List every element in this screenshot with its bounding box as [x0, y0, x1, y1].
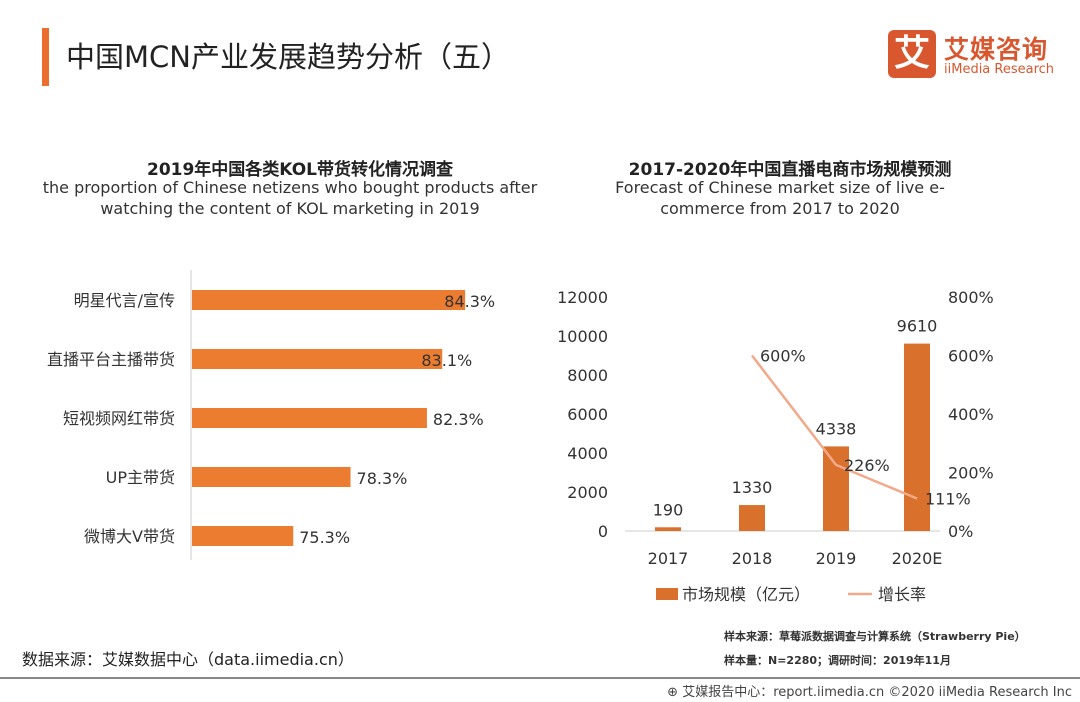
- legend-bar-label: 市场规模（亿元）: [682, 585, 810, 604]
- bar: [823, 446, 849, 531]
- right-tick: 200%: [948, 464, 994, 483]
- right-tick: 0%: [948, 522, 973, 541]
- line-label: 600%: [760, 347, 806, 366]
- bar-label: 190: [653, 500, 684, 519]
- x-tick: 2018: [732, 549, 773, 568]
- bar: [655, 527, 681, 531]
- bar: [192, 290, 466, 310]
- data-label: 82.3%: [433, 410, 484, 429]
- legend-line-label: 增长率: [878, 585, 926, 604]
- footer-divider: [0, 677, 1080, 679]
- sample-size: 样本量：N=2280；调研时间：2019年11月: [724, 654, 951, 667]
- kol-bar-chart: 明星代言/宣传 84.3% 直播平台主播带货 83.1% 短视频网红带货 82.3% UP主…: [47, 270, 495, 560]
- copyright-text: 艾媒报告中心：report.iimedia.cn ©2020 iiMedia R…: [682, 685, 1072, 700]
- bar-label: 9610: [897, 317, 938, 336]
- data-label: 78.3%: [357, 469, 408, 488]
- legend-bar-swatch: [656, 588, 678, 600]
- page-title: 中国MCN产业发展趋势分析（五）: [66, 40, 510, 74]
- logo-mark: 艾: [888, 30, 936, 78]
- x-tick: 2019: [816, 549, 857, 568]
- right-tick: 600%: [948, 347, 994, 366]
- bar: [739, 505, 765, 531]
- left-chart-title: 2019年中国各类KOL带货转化情况调查: [146, 160, 453, 180]
- right-chart-title: 2017-2020年中国直播电商市场规模预测: [628, 160, 952, 180]
- data-label: 83.1%: [421, 351, 472, 370]
- right-tick: 400%: [948, 405, 994, 424]
- x-tick: 2020E: [892, 549, 943, 568]
- right-chart-subtitle: Forecast of Chinese market size of live …: [615, 178, 945, 218]
- data-source: 数据来源：艾媒数据中心（data.iimedia.cn）: [22, 650, 354, 669]
- data-label: 84.3%: [444, 292, 495, 311]
- data-label: 75.3%: [299, 528, 350, 547]
- category-label: 直播平台主播带货: [47, 350, 175, 369]
- title-accent-bar: [42, 28, 49, 86]
- right-tick: 800%: [948, 288, 994, 307]
- left-tick: 4000: [567, 444, 608, 463]
- category-label: 明星代言/宣传: [74, 291, 175, 310]
- left-tick: 12000: [557, 288, 608, 307]
- growth-line: [751, 354, 918, 500]
- left-tick: 6000: [567, 405, 608, 424]
- globe-icon: ⊕: [667, 685, 683, 700]
- category-label: 微博大V带货: [84, 527, 175, 546]
- category-label: UP主带货: [106, 468, 175, 487]
- bar: [192, 408, 427, 428]
- market-size-chart: 0 2000 4000 6000 8000 10000 12000 0% 200% 400% 600…: [557, 288, 994, 604]
- line-label: 226%: [844, 456, 890, 475]
- logo-en: iiMedia Research: [944, 62, 1055, 77]
- left-tick: 0: [598, 522, 608, 541]
- iimedia-logo: 艾 艾媒咨询 iiMedia Research: [888, 30, 1078, 80]
- left-tick: 10000: [557, 327, 608, 346]
- bar: [192, 467, 351, 487]
- bar: [192, 526, 294, 546]
- x-tick: 2017: [648, 549, 689, 568]
- logo-cn: 艾媒咨询: [944, 35, 1049, 64]
- bar: [192, 349, 443, 369]
- left-tick: 8000: [567, 366, 608, 385]
- copyright: ⊕ 艾媒报告中心：report.iimedia.cn ©2020 iiMedia…: [667, 681, 1072, 700]
- bar-label: 1330: [732, 478, 773, 497]
- line-label: 111%: [925, 490, 971, 509]
- category-label: 短视频网红带货: [63, 409, 175, 428]
- bar-label: 4338: [816, 419, 857, 438]
- left-chart-subtitle: the proportion of Chinese netizens who b…: [42, 178, 538, 218]
- left-tick: 2000: [567, 483, 608, 502]
- sample-source: 样本来源：草莓派数据调查与计算系统（Strawberry Pie）: [724, 630, 1026, 643]
- bar: [904, 343, 930, 531]
